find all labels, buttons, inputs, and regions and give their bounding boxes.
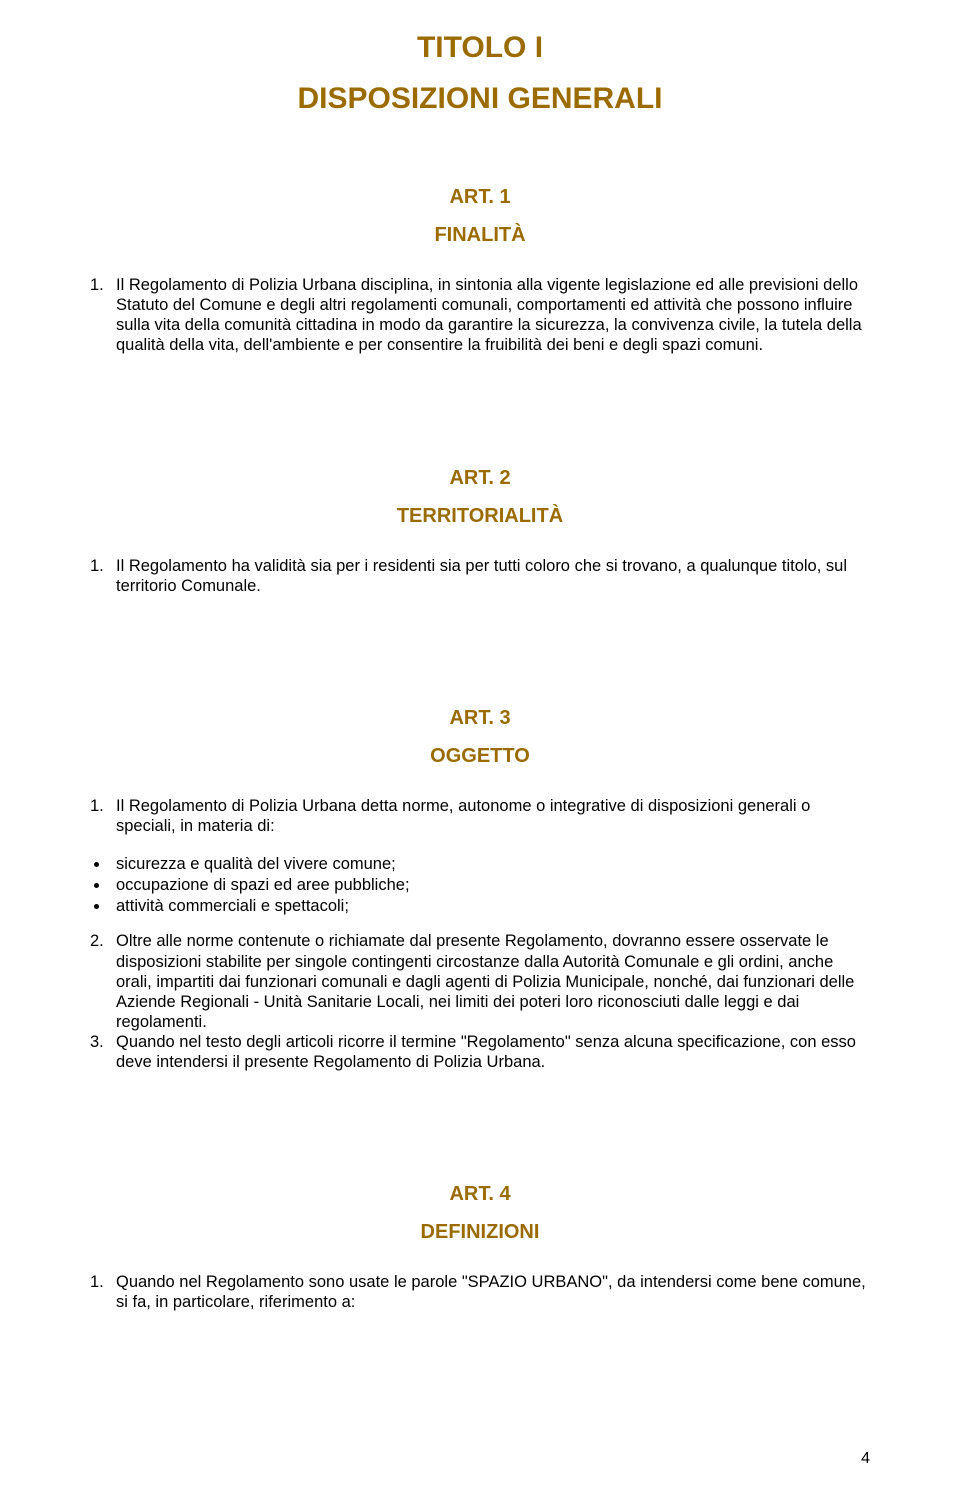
article-4-para-1: 1. Quando nel Regolamento sono usate le … — [90, 1272, 870, 1312]
article-name: TERRITORIALITÀ — [90, 502, 870, 530]
article-1-para-1: 1. Il Regolamento di Polizia Urbana disc… — [90, 275, 870, 356]
para-text: Quando nel Regolamento sono usate le par… — [116, 1272, 870, 1312]
article-1-header: ART. 1 FINALITÀ — [90, 183, 870, 249]
title-line-1: TITOLO I — [90, 28, 870, 69]
para-number: 1. — [90, 796, 116, 836]
article-3-para-2: 2. Oltre alle norme contenute o richiama… — [90, 931, 870, 1032]
bullet-item: sicurezza e qualità del vivere comune; — [110, 854, 870, 874]
para-text: Il Regolamento di Polizia Urbana discipl… — [116, 275, 870, 356]
article-number: ART. 1 — [90, 183, 870, 211]
bullet-item: attività commerciali e spettacoli; — [110, 896, 870, 916]
title-block: TITOLO I DISPOSIZIONI GENERALI — [90, 28, 870, 119]
article-3-para-3: 3. Quando nel testo degli articoli ricor… — [90, 1032, 870, 1072]
document-page: TITOLO I DISPOSIZIONI GENERALI ART. 1 FI… — [0, 0, 960, 1512]
para-number: 2. — [90, 931, 116, 1032]
para-text: Il Regolamento di Polizia Urbana detta n… — [116, 796, 870, 836]
para-text: Quando nel testo degli articoli ricorre … — [116, 1032, 870, 1072]
article-number: ART. 4 — [90, 1180, 870, 1208]
article-3-para-1: 1. Il Regolamento di Polizia Urbana dett… — [90, 796, 870, 836]
article-name: OGGETTO — [90, 742, 870, 770]
para-number: 1. — [90, 1272, 116, 1312]
para-text: Il Regolamento ha validità sia per i res… — [116, 556, 870, 596]
article-name: DEFINIZIONI — [90, 1218, 870, 1246]
bullet-item: occupazione di spazi ed aree pubbliche; — [110, 875, 870, 895]
para-text: Oltre alle norme contenute o richiamate … — [116, 931, 870, 1032]
article-3-header: ART. 3 OGGETTO — [90, 704, 870, 770]
article-3-bullets: sicurezza e qualità del vivere comune; o… — [90, 854, 870, 916]
para-number: 1. — [90, 275, 116, 356]
article-4-header: ART. 4 DEFINIZIONI — [90, 1180, 870, 1246]
page-number: 4 — [861, 1450, 870, 1468]
article-name: FINALITÀ — [90, 221, 870, 249]
article-number: ART. 3 — [90, 704, 870, 732]
article-2-para-1: 1. Il Regolamento ha validità sia per i … — [90, 556, 870, 596]
para-number: 3. — [90, 1032, 116, 1072]
article-number: ART. 2 — [90, 464, 870, 492]
para-number: 1. — [90, 556, 116, 596]
article-2-header: ART. 2 TERRITORIALITÀ — [90, 464, 870, 530]
title-line-2: DISPOSIZIONI GENERALI — [90, 79, 870, 120]
